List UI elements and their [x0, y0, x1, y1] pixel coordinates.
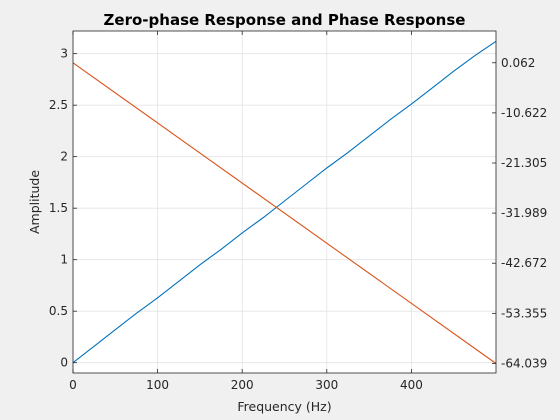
x-tick-label: 400	[400, 378, 423, 392]
plot-area	[73, 31, 496, 373]
y-tick-label: 3	[60, 47, 68, 61]
y2-tick-label: -64.039	[501, 356, 547, 370]
y-axis-label: Amplitude	[27, 170, 42, 234]
grid	[72, 31, 496, 373]
phase-response-line	[72, 62, 497, 364]
y-tick-label: 0.5	[49, 304, 68, 318]
y-tick-label: 0	[60, 356, 68, 370]
y-tick-label: 2	[60, 150, 68, 164]
y2-tick-label: -53.355	[501, 306, 547, 320]
axes-box	[72, 30, 497, 374]
x-tick-label: 100	[146, 378, 169, 392]
x-ticks: 0 100 200 300 400	[69, 31, 423, 392]
x-tick-label: 0	[69, 378, 77, 392]
y-tick-label: 1	[60, 253, 68, 267]
y2-tick-label: -10.622	[501, 106, 547, 120]
zero-phase-response-line	[72, 40, 497, 364]
chart-title: Zero-phase Response and Phase Response	[104, 11, 466, 29]
x-tick-label: 200	[231, 378, 254, 392]
y2-tick-label: -21.305	[501, 156, 547, 170]
y2-tick-label: -31.989	[501, 206, 547, 220]
y2-ticks: 0.062 -10.622 -21.305 -31.989 -42.672 -53.355…	[492, 56, 547, 370]
x-axis-label: Frequency (Hz)	[237, 399, 331, 414]
y2-tick-label: -42.672	[501, 256, 547, 270]
y-tick-label: 1.5	[49, 201, 68, 215]
series-layer	[72, 40, 497, 364]
y-tick-label: 2.5	[49, 98, 68, 112]
x-tick-label: 300	[315, 378, 338, 392]
y-ticks: 0 0.5 1 1.5 2 2.5 3	[49, 47, 77, 370]
y2-tick-label: 0.062	[501, 56, 535, 70]
